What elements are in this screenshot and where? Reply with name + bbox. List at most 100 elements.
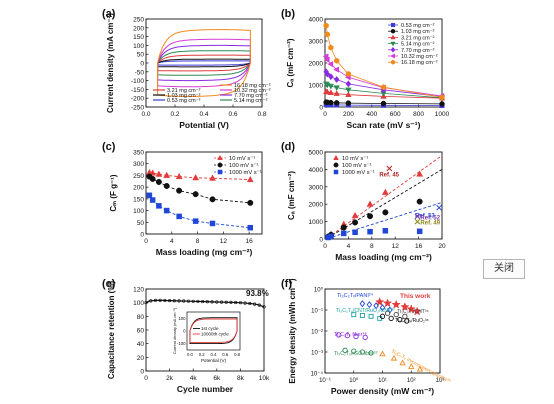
reference-marker — [386, 165, 393, 172]
x-tick-label: 0.4 — [199, 111, 208, 118]
data-point — [327, 83, 334, 90]
legend-marker — [390, 34, 396, 40]
y-tick-label: 1000 — [309, 83, 324, 90]
data-point — [345, 91, 352, 97]
legend-label: 3.21 mg cm⁻² — [401, 35, 435, 41]
y-tick-label: 300 — [133, 161, 144, 168]
x-tick-label: 16 — [245, 238, 253, 245]
x-tick-label: 10⁰ — [349, 377, 359, 384]
data-point — [406, 304, 416, 314]
data-point — [328, 99, 334, 106]
y-tick-label: 150 — [133, 34, 144, 41]
x-tick-label: 10² — [407, 378, 416, 384]
x-tick-label: 16 — [415, 243, 423, 250]
data-point — [247, 224, 254, 231]
data-point — [404, 318, 410, 324]
data-point — [246, 175, 254, 183]
y-tick-label: 120 — [133, 287, 144, 294]
data-point — [382, 228, 389, 234]
data-point — [324, 31, 330, 38]
chart-panel-f: (f) 10⁻¹ 10⁰ 10¹ 10² 10³ 10⁻⁴ 10⁻³ 10⁻² 10⁻¹ 10⁰ Po… — [281, 278, 451, 396]
data-point — [209, 174, 216, 181]
data-point — [191, 299, 195, 303]
inset-chart: 0.0 0.2 0.4 0.6 0.8 -100 0 100 Potential (V) Curr… — [172, 307, 241, 363]
data-point — [379, 350, 386, 357]
series-4 — [342, 347, 374, 356]
data-point — [252, 302, 257, 306]
y-axis-label: Energy density (mWh cm⁻²) — [288, 278, 297, 383]
reference-label: Ref. 49 — [420, 221, 440, 227]
y-axis-label: Current density (mA cm⁻²) — [106, 13, 115, 113]
inset-x-tick-label: 0.8 — [234, 352, 241, 357]
inset-y-label: Current density (mA cm⁻²) — [172, 307, 177, 354]
x-tick-label: 1000 — [435, 111, 450, 118]
data-point — [324, 70, 331, 78]
y-tick-label: 3000 — [309, 184, 324, 191]
data-point — [229, 300, 233, 304]
inset-legend-label: 10000th cycle — [201, 332, 229, 337]
x-axis-label: Mass loading (mg cm⁻²) — [156, 247, 253, 257]
y-tick-label: 0 — [319, 105, 323, 112]
data-point — [262, 305, 266, 309]
data-point — [158, 298, 162, 302]
data-point — [149, 169, 157, 176]
x-tick-label: 10k — [259, 375, 270, 382]
y-tick-label: 200 — [133, 185, 144, 192]
data-point — [340, 224, 347, 231]
y-tick-label: 1000 — [309, 219, 324, 226]
legend-label: 7.70 mg cm⁻² — [401, 48, 435, 54]
data-point — [205, 300, 209, 304]
legend-label: 100 mV s⁻¹ — [342, 163, 372, 169]
data-point — [333, 90, 340, 96]
data-point — [380, 100, 387, 107]
x-tick-label: 4k — [190, 375, 198, 382]
data-point — [345, 87, 352, 94]
series-label: Ti₃C₂Tₓ/PANI²⁴ — [337, 292, 374, 299]
data-point — [209, 196, 216, 203]
y-tick-label: -100 — [131, 78, 144, 85]
x-tick-label: 20 — [438, 243, 446, 250]
reference-point: Ref. 49 — [414, 218, 441, 227]
legend-label: 16.18 mg cm⁻² — [401, 60, 438, 66]
legend-label: 16.18 mg cm⁻² — [234, 83, 271, 89]
data-point — [182, 299, 186, 303]
y-tick-label: 2000 — [309, 202, 324, 209]
legend-marker — [390, 41, 396, 47]
fit-line — [327, 155, 443, 238]
legend-label: 100 mV s⁻¹ — [229, 163, 259, 169]
data-point — [367, 213, 374, 220]
data-point — [393, 312, 399, 318]
data-point — [353, 333, 359, 340]
y-tick-label: 0 — [140, 232, 144, 239]
legend-label: 7.70 mg cm⁻² — [234, 93, 268, 99]
panel-letter: (a) — [102, 8, 116, 20]
data-point — [177, 299, 181, 303]
data-point — [144, 301, 148, 305]
inset-y-tick-label: -100 — [177, 341, 186, 346]
legend-marker — [217, 162, 223, 168]
legend-label: 0.53 mg cm⁻² — [167, 98, 201, 104]
x-tick-label: 0 — [323, 111, 327, 118]
data-point — [351, 312, 357, 318]
x-tick-label: 800 — [413, 111, 424, 118]
series-label: This work — [400, 293, 431, 300]
x-axis-label: Power density (mW cm⁻²) — [331, 386, 434, 396]
panel-letter: (d) — [281, 141, 295, 153]
series-label: Ti₃C₂Tₓ/rGO fiber⁵³ — [334, 351, 378, 357]
x-tick-label: 0.2 — [170, 111, 179, 118]
legend-marker — [333, 154, 339, 161]
legend-marker — [390, 22, 396, 28]
x-axis-label: Potential (V) — [179, 120, 229, 130]
series-5 — [379, 350, 424, 372]
data-point — [163, 171, 171, 178]
series-3 — [323, 81, 446, 102]
series-0 — [145, 168, 254, 183]
series-label: Ti₃C₂Tₓ/RuO₂³⁸ — [395, 318, 429, 324]
panel-letter: (e) — [102, 278, 116, 290]
inset-x-tick-label: 0.4 — [211, 352, 218, 357]
data-point — [352, 219, 359, 226]
reference-point: Ref. 52 — [414, 213, 441, 221]
close-button[interactable]: 关闭 — [483, 259, 525, 279]
x-tick-label: 12 — [220, 238, 228, 245]
